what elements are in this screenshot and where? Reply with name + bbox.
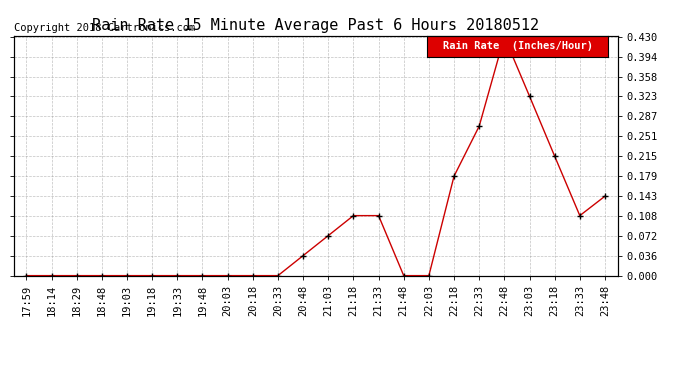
Text: Copyright 2018 Cartronics.com: Copyright 2018 Cartronics.com: [14, 23, 195, 33]
Title: Rain Rate 15 Minute Average Past 6 Hours 20180512: Rain Rate 15 Minute Average Past 6 Hours…: [92, 18, 540, 33]
